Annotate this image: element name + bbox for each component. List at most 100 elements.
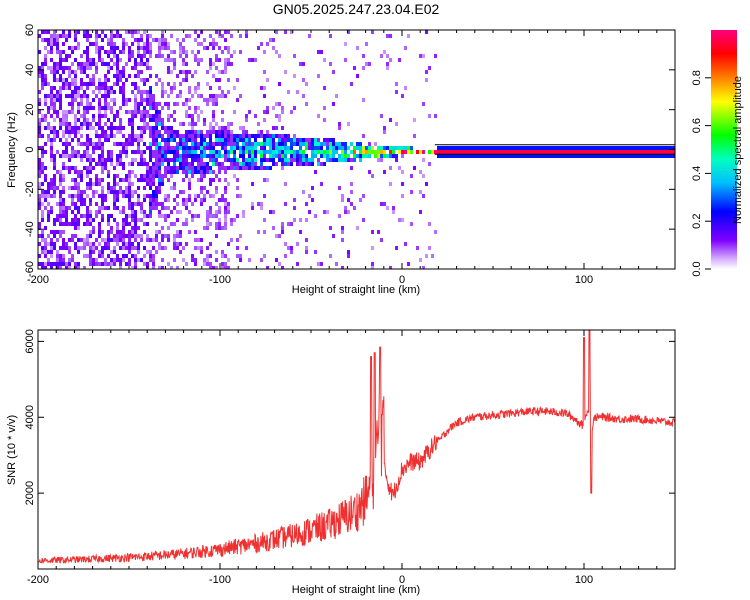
heatmap-cell	[620, 150, 623, 154]
heatmap-cell	[296, 262, 299, 266]
heatmap-cell	[236, 166, 239, 170]
heatmap-cell	[161, 90, 164, 94]
heatmap-cell	[56, 150, 59, 154]
heatmap-cell	[131, 266, 134, 269]
heatmap-cell	[608, 150, 611, 154]
heatmap-cell	[41, 202, 44, 206]
heatmap-cell	[296, 142, 299, 146]
heatmap-cell	[128, 234, 131, 238]
heatmap-cell	[86, 170, 89, 174]
heatmap-cell	[293, 198, 296, 202]
heatmap-cell	[92, 82, 95, 86]
heatmap-cell	[59, 90, 62, 94]
heatmap-cell	[101, 58, 104, 62]
heatmap-cell	[251, 162, 254, 166]
heatmap-cell	[548, 154, 551, 158]
heatmap-cell	[479, 146, 482, 150]
heatmap-cell	[119, 118, 122, 122]
heatmap-cell	[89, 202, 92, 206]
heatmap-cell	[140, 90, 143, 94]
heatmap-cell	[452, 154, 455, 158]
heatmap-cell	[377, 154, 380, 158]
heatmap-cell	[122, 178, 125, 182]
snr-series-line	[38, 330, 675, 564]
heatmap-cell	[179, 142, 182, 146]
heatmap-cell	[380, 114, 383, 118]
heatmap-cell	[332, 154, 335, 158]
heatmap-cell	[197, 170, 200, 174]
heatmap-cell	[335, 142, 338, 146]
heatmap-cell	[149, 158, 152, 162]
heatmap-cell	[350, 202, 353, 206]
heatmap-cell	[212, 194, 215, 198]
heatmap-cell	[317, 162, 320, 166]
heatmap-cell	[350, 82, 353, 86]
heatmap-cell	[215, 150, 218, 154]
heatmap-cell	[473, 154, 476, 158]
heatmap-cell	[110, 214, 113, 218]
heatmap-cell	[131, 66, 134, 70]
heatmap-cell	[50, 150, 53, 154]
heatmap-cell	[140, 150, 143, 154]
heatmap-cell	[125, 98, 128, 102]
heatmap-cell	[71, 82, 74, 86]
heatmap-cell	[404, 46, 407, 50]
heatmap-cell	[110, 90, 113, 94]
heatmap-cell	[371, 262, 374, 266]
heatmap-cell	[71, 62, 74, 66]
heatmap-cell	[44, 62, 47, 66]
heatmap-cell	[230, 138, 233, 142]
heatmap-cell	[197, 106, 200, 110]
heatmap-cell	[227, 158, 230, 162]
heatmap-cell	[155, 38, 158, 42]
heatmap-cell	[464, 150, 467, 154]
heatmap-cell	[176, 242, 179, 246]
heatmap-cell	[44, 190, 47, 194]
heatmap-cell	[251, 158, 254, 162]
heatmap-cell	[665, 146, 668, 150]
heatmap-cell	[185, 142, 188, 146]
heatmap-cell	[362, 66, 365, 70]
heatmap-cell	[89, 186, 92, 190]
heatmap-cell	[194, 110, 197, 114]
heatmap-cell	[263, 218, 266, 222]
heatmap-cell	[113, 174, 116, 178]
heatmap-cell	[179, 250, 182, 254]
heatmap-cell	[380, 54, 383, 58]
heatmap-cell	[290, 250, 293, 254]
heatmap-cell	[197, 130, 200, 134]
heatmap-cell	[341, 142, 344, 146]
heatmap-cell	[260, 134, 263, 138]
heatmap-cell	[164, 150, 167, 154]
heatmap-cell	[158, 158, 161, 162]
heatmap-cell	[80, 66, 83, 70]
heatmap-cell	[44, 38, 47, 42]
heatmap-cell	[131, 122, 134, 126]
heatmap-cell	[302, 62, 305, 66]
heatmap-cell	[599, 150, 602, 154]
heatmap-cell	[104, 34, 107, 38]
heatmap-cell	[176, 102, 179, 106]
heatmap-cell	[371, 174, 374, 178]
heatmap-cell	[65, 94, 68, 98]
heatmap-cell	[593, 150, 596, 154]
heatmap-cell	[644, 146, 647, 150]
heatmap-cell	[380, 150, 383, 154]
heatmap-cell	[218, 138, 221, 142]
heatmap-cell	[200, 154, 203, 158]
heatmap-cell	[50, 186, 53, 190]
heatmap-cell	[236, 246, 239, 250]
heatmap-cell	[74, 98, 77, 102]
heatmap-cell	[209, 86, 212, 90]
heatmap-cell	[101, 134, 104, 138]
heatmap-cell	[158, 182, 161, 186]
heatmap-cell	[125, 222, 128, 226]
heatmap-cell	[599, 146, 602, 150]
heatmap-cell	[107, 154, 110, 158]
heatmap-cell	[92, 106, 95, 110]
heatmap-cell	[275, 142, 278, 146]
heatmap-cell	[167, 178, 170, 182]
heatmap-cell	[113, 234, 116, 238]
heatmap-cell	[239, 166, 242, 170]
heatmap-cell	[71, 138, 74, 142]
